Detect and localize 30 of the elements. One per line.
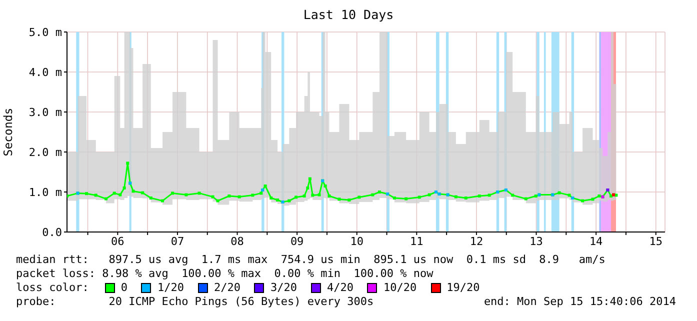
text: median rtt: 897.5 us avg 1.7 ms max 754.9 us min 895.1 us now 0.1 ms sd 8.9 am/s: [16, 253, 606, 267]
legend-label: 0: [120, 281, 128, 295]
legend-label: 1/20: [157, 281, 184, 295]
x-tick-label: 15: [649, 234, 662, 248]
x-tick-label: 14: [589, 234, 604, 248]
legend-title: loss color:: [16, 281, 89, 295]
x-tick-label: 06: [111, 234, 124, 248]
x-tick-label: 08: [230, 234, 244, 248]
legend-label: 2/20: [214, 281, 240, 295]
x-tick-label: 10: [350, 234, 364, 248]
x-tick-label: 07: [170, 234, 184, 248]
x-tick-label: 12: [470, 234, 484, 248]
y-tick-label: 4.0 m: [28, 66, 62, 79]
y-tick-label: 0.0: [42, 226, 62, 239]
chart-title: Last 10 Days: [302, 7, 395, 22]
x-tick-label: 09: [290, 234, 304, 248]
y-tick-label: 5.0 m: [28, 26, 62, 39]
y-tick-label: 1.0 m: [28, 186, 62, 199]
y-tick-label: 2.0 m: [28, 146, 62, 159]
text: probe: 20 ICMP Echo Pings (56 Bytes) every 300s: [16, 295, 374, 309]
x-tick-label: 13: [530, 234, 543, 248]
text: end: Mon Sep 15 15:40:06 2014: [484, 295, 676, 309]
y-axis-title: Seconds: [1, 108, 16, 156]
legend-label: 4/20: [326, 281, 354, 295]
x-tick-label: 11: [410, 234, 424, 248]
legend-label: 3/20: [270, 281, 297, 295]
legend-label: 19/20: [446, 281, 480, 295]
y-tick-label: 3.0 m: [28, 106, 62, 119]
legend-label: 10/20: [383, 281, 417, 295]
text: packet loss: 8.98 % avg 100.00 % max 0.00 % min 100.00 % now: [16, 267, 434, 281]
